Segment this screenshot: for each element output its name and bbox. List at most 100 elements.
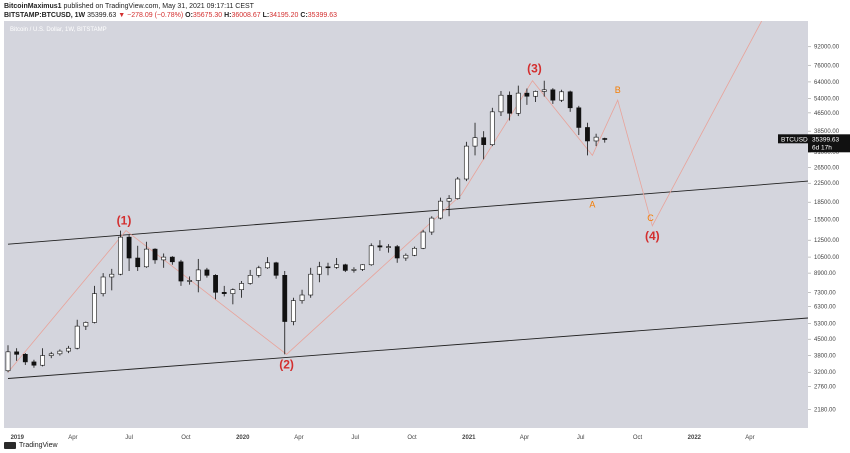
time-axis[interactable]: 2019 Apr Jul Oct 2020 Apr Jul Oct 2021 Apr Jul Oct 2… <box>4 428 808 441</box>
price-change: ▼ −278.09 (−0.78%) <box>118 12 184 19</box>
price-axis[interactable]: 92000.00 76000.00 64000.00 54000.00 46500.00… <box>808 21 850 428</box>
candle <box>368 243 374 266</box>
wave-label: (4) <box>645 229 660 243</box>
candle <box>291 297 296 326</box>
price-tick-label: 8900.00 <box>814 271 836 277</box>
time-tick-label: Oct <box>407 435 417 441</box>
candle <box>74 319 80 350</box>
candle-body-down <box>31 361 37 366</box>
open-value: 35675.30 <box>192 12 223 19</box>
candle <box>481 131 487 160</box>
candle <box>100 273 106 297</box>
price-tick-label: 15500.00 <box>814 217 840 223</box>
close-value: 35399.63 <box>307 12 337 19</box>
candle-body-up <box>74 325 80 349</box>
candle-body-down <box>325 266 331 269</box>
candle <box>5 345 11 373</box>
candle <box>455 176 461 200</box>
candle-body-up <box>368 245 374 266</box>
candle <box>585 122 590 156</box>
wave-zigzag-lines <box>7 21 763 373</box>
channel-upper-line[interactable] <box>7 180 808 245</box>
price-tick-label: 6300.00 <box>814 305 836 311</box>
candle <box>247 269 253 285</box>
price-tick-label: 4500.00 <box>814 337 836 343</box>
candle-body-down <box>14 351 20 355</box>
candle <box>541 80 547 97</box>
candle <box>48 351 54 359</box>
candle-body-up <box>438 200 443 219</box>
candle-body-up <box>230 289 236 294</box>
candle <box>31 359 37 368</box>
candle-body-up <box>412 247 417 256</box>
time-tick-label: Jul <box>125 435 133 441</box>
candle-body-down <box>135 257 141 268</box>
candle <box>118 230 123 276</box>
candle <box>152 248 158 264</box>
symbol-tag: BTCUSD <box>778 134 808 144</box>
candle <box>135 245 141 271</box>
candle-body-up <box>533 91 538 97</box>
candle-body-up <box>593 136 599 142</box>
candle-body-up <box>334 264 340 268</box>
candle <box>66 345 71 354</box>
candle <box>472 122 478 156</box>
symbol-name: BITSTAMP:BTCUSD, 1W <box>4 12 86 19</box>
candle-body-up <box>187 280 193 282</box>
candle-body-down <box>524 92 530 97</box>
candle-body-down <box>576 107 582 128</box>
candle-body-up <box>446 198 452 202</box>
candle <box>169 256 175 265</box>
projection-label: C <box>647 213 654 223</box>
candle-body-up <box>143 248 149 268</box>
price-tick-label: 38500.00 <box>814 129 840 135</box>
candle-body-up <box>118 236 123 275</box>
candle <box>394 244 400 263</box>
candle-body-down <box>567 91 573 109</box>
low-label: L: <box>262 12 270 19</box>
close-label: C: <box>300 12 308 19</box>
candle <box>593 133 599 147</box>
author-name[interactable]: BitcoinMaximus1 <box>4 3 62 10</box>
candle <box>533 90 538 103</box>
candle-body-up <box>420 231 426 249</box>
candle <box>602 137 608 143</box>
time-tick-label: Jul <box>351 435 359 441</box>
chart-plot-area[interactable]: (1) (2) (3) (4) A B C BTCUSD Bitcoin / U.S. Do… <box>4 21 808 428</box>
price-tick-label: 12500.00 <box>814 238 840 244</box>
candle <box>524 88 530 105</box>
candle <box>92 285 97 324</box>
high-label: H: <box>224 12 232 19</box>
candle <box>463 141 469 182</box>
candle-body-down <box>507 94 513 114</box>
price-tick-label: 54000.00 <box>814 96 840 102</box>
symbol-tag-label: BTCUSD <box>781 136 808 143</box>
candle-body-down <box>152 248 158 261</box>
time-tick-label: Apr <box>520 435 529 441</box>
candle-body-up <box>559 91 564 101</box>
candle <box>299 289 305 304</box>
candle <box>550 88 556 104</box>
candle <box>308 267 314 298</box>
footer-brand[interactable]: TradingView <box>19 441 58 449</box>
candle-body-down <box>602 138 608 140</box>
candle <box>377 240 383 251</box>
symbol-line: BITSTAMP:BTCUSD, 1W 35399.63 ▼ −278.09 (… <box>4 11 844 20</box>
candle-body-up <box>351 269 357 271</box>
candle <box>567 90 573 112</box>
candle <box>316 261 322 283</box>
time-tick-label: Oct <box>181 435 191 441</box>
candle-body-up <box>195 269 201 281</box>
price-tick-label: 5300.00 <box>814 321 836 327</box>
candle-body-up <box>403 254 409 259</box>
last-price-value: 35399.63 <box>812 136 839 143</box>
candle-body-up <box>489 111 495 145</box>
high-value: 36008.67 <box>231 12 261 19</box>
time-tick-label: 2021 <box>462 435 476 441</box>
channel-lower-line[interactable] <box>7 317 808 379</box>
candle <box>498 90 504 117</box>
candle <box>351 267 357 273</box>
candle <box>256 265 262 278</box>
chart-header: BitcoinMaximus1 published on TradingView… <box>4 2 844 22</box>
candle-body-up <box>40 355 45 366</box>
